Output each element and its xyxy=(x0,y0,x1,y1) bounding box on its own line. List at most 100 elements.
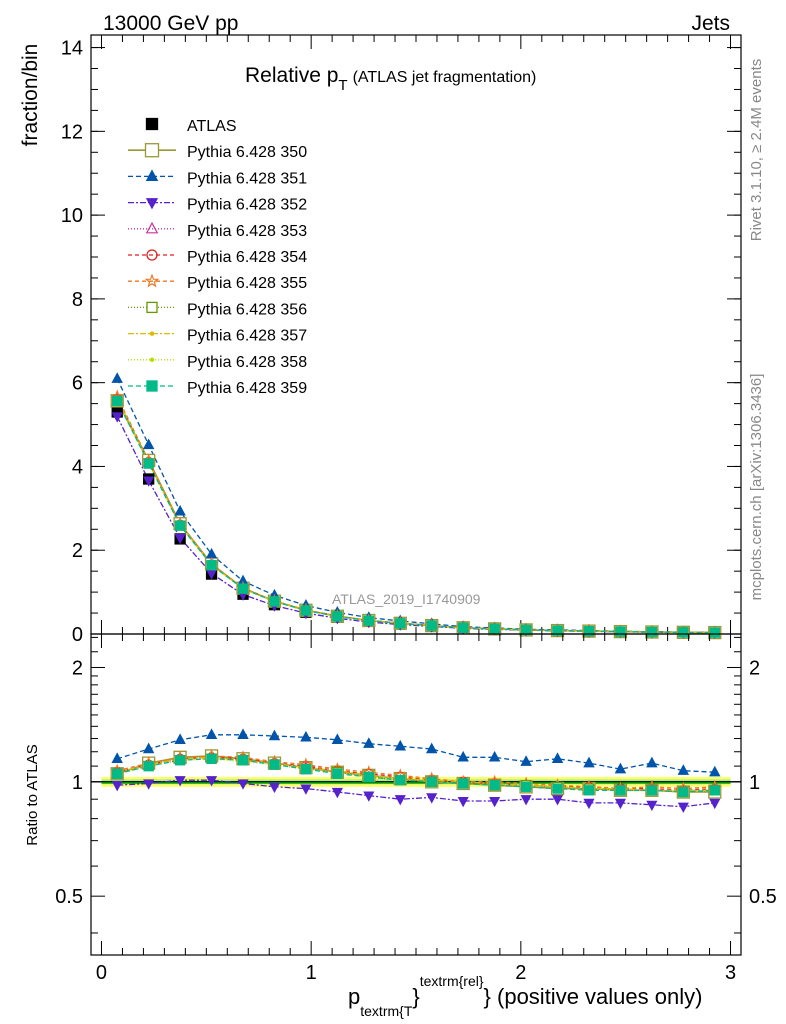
ratio-series-marker xyxy=(174,755,186,766)
xlabel-sup: textrm{rel} xyxy=(420,973,484,989)
ratio-ytick-label: 0.5 xyxy=(55,886,83,908)
main-ytick-label: 2 xyxy=(72,540,83,562)
x-tick-label: 0 xyxy=(96,962,107,984)
legend-marker xyxy=(149,357,155,363)
ratio-series-marker xyxy=(520,755,532,766)
legend-marker xyxy=(144,143,160,158)
ratio-series-marker xyxy=(395,775,406,786)
legend-label: ATLAS xyxy=(187,118,237,135)
ratio-series-marker xyxy=(583,785,595,796)
ratio-series-marker xyxy=(457,750,469,762)
main-plot: 0 2 4 6 8 10 12 14 xyxy=(61,34,742,646)
main-series-marker xyxy=(237,583,249,594)
ratio-series-marker xyxy=(489,780,500,791)
main-series-marker xyxy=(458,622,469,633)
main-series-marker xyxy=(206,559,217,571)
ratio-series-marker xyxy=(520,795,532,806)
main-series-marker xyxy=(678,627,689,638)
ratio-series-marker xyxy=(206,776,218,787)
ratio-ytick-label-right: 2 xyxy=(749,657,760,679)
ratio-series-marker xyxy=(268,729,281,741)
main-series-marker xyxy=(269,596,280,607)
legend-marker xyxy=(149,331,155,336)
chart-title: Relative pT (ATLAS jet fragmentation) xyxy=(245,64,536,94)
ratio-series-marker xyxy=(111,781,123,792)
main-series-marker xyxy=(709,627,720,638)
ratio-series-marker xyxy=(614,798,626,810)
ratio-series-line xyxy=(117,779,715,808)
ratio-series-marker xyxy=(457,796,469,808)
ratio-ytick-label-right: 0.5 xyxy=(749,886,777,908)
legend-label: Pythia 6.428 354 xyxy=(187,249,307,266)
legend-marker xyxy=(146,301,158,314)
main-series-marker xyxy=(615,626,626,637)
xlabel-sub: textrm{T xyxy=(360,1003,413,1019)
legend-label: Pythia 6.428 359 xyxy=(187,380,307,397)
legend-label: Pythia 6.428 350 xyxy=(187,144,307,161)
ratio-series-marker xyxy=(709,785,720,796)
main-series-marker xyxy=(143,458,154,469)
rivet-label: Rivet 3.1.10, ≥ 2.4M events xyxy=(748,59,765,242)
main-ytick-label: 14 xyxy=(61,38,83,60)
ratio-series-marker xyxy=(206,753,217,764)
main-series-marker xyxy=(426,620,437,631)
ratio-ytick-label: 2 xyxy=(72,657,83,679)
ratio-series-marker xyxy=(331,733,344,745)
ratio-series-marker xyxy=(488,750,501,762)
main-series-marker xyxy=(552,625,563,636)
main-ytick-label: 0 xyxy=(72,624,83,646)
legend-marker xyxy=(146,380,158,392)
main-series-marker xyxy=(395,618,406,629)
main-ytick-label: 6 xyxy=(72,373,83,395)
main-series-marker xyxy=(111,412,123,423)
main-ytick-label: 12 xyxy=(61,121,83,143)
main-series-marker xyxy=(111,372,123,383)
legend-label: Pythia 6.428 353 xyxy=(187,223,307,240)
legend-marker xyxy=(145,117,159,131)
ratio-ylabel: Ratio to ATLAS xyxy=(24,744,41,845)
ratio-frame xyxy=(90,633,742,956)
ratio-series-marker xyxy=(551,795,564,806)
main-ytick-label: 8 xyxy=(72,289,83,311)
ratio-series-marker xyxy=(615,785,626,796)
x-tick-label: 3 xyxy=(725,962,736,984)
ratio-ytick-label: 1 xyxy=(72,772,83,794)
ratio-series-marker xyxy=(237,755,249,766)
ratio-series-marker xyxy=(425,742,438,754)
x-tick-label: 1 xyxy=(306,962,317,984)
ratio-series-marker xyxy=(112,768,123,779)
legend-label: Pythia 6.428 356 xyxy=(187,301,307,318)
ratio-series-marker xyxy=(394,795,406,806)
ratio-series-marker xyxy=(489,796,501,808)
main-series-marker xyxy=(646,626,658,638)
ratio-series-marker xyxy=(363,771,374,783)
ratio-series-marker xyxy=(142,742,155,754)
ratio-series-marker xyxy=(174,776,186,787)
xaxis-label: ptextrm{T}textrm{rel}} (positive values … xyxy=(348,973,702,1019)
ratio-series-marker xyxy=(677,802,689,813)
main-series-marker xyxy=(142,438,155,450)
ratio-series-marker xyxy=(331,787,343,799)
ratio-series-marker xyxy=(363,791,375,802)
legend-marker xyxy=(144,273,160,288)
ratio-series-marker xyxy=(458,778,469,789)
main-series-marker xyxy=(332,611,343,622)
main-series-marker xyxy=(583,625,595,637)
ratio-series-marker xyxy=(237,779,249,790)
ratio-series-marker xyxy=(174,733,186,745)
main-series-marker xyxy=(174,504,186,516)
ratio-series-marker xyxy=(332,768,343,779)
main-series-marker xyxy=(174,533,186,545)
title-sub: T xyxy=(338,77,347,94)
ratio-series-marker xyxy=(677,764,690,775)
header-left: 13000 GeV pp xyxy=(103,12,238,35)
ratio-series-line xyxy=(117,734,715,773)
ratio-series-marker xyxy=(646,756,658,768)
ratio-series-marker xyxy=(363,737,375,748)
ratio-series-marker xyxy=(551,752,564,763)
main-series-marker xyxy=(489,623,500,635)
legend-marker xyxy=(146,249,158,261)
ratio-series-marker xyxy=(709,765,721,777)
ratio-series-marker xyxy=(300,763,312,775)
main-series-line xyxy=(116,416,715,634)
